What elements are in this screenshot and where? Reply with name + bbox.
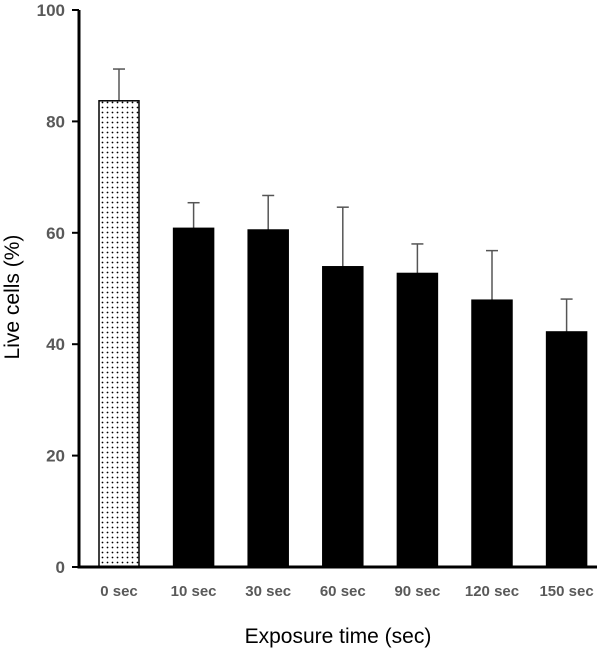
bar-0-sec [98,100,140,568]
y-tick-label: 20 [46,447,65,466]
x-axis-category-labels: 0 sec 10 sec 30 sec 60 sec 90 sec 120 sec 150 … [100,583,593,600]
bar-150-sec [545,331,588,568]
x-category-label: 30 sec [245,583,291,600]
y-tick-label: 0 [56,558,65,577]
bar-30-sec [247,229,289,568]
x-category-label: 60 sec [320,583,366,600]
y-tick-label: 100 [37,1,65,20]
x-category-label: 150 sec [539,583,593,600]
y-tick-label: 80 [46,112,65,131]
x-category-label: 0 sec [100,583,138,600]
bars [98,100,588,568]
x-axis-title: Exposure time (sec) [245,625,432,648]
x-category-label: 120 sec [465,583,519,600]
x-category-label: 10 sec [171,583,217,600]
bar-60-sec [322,266,364,568]
y-tick-label: 60 [46,224,65,243]
y-tick-label: 40 [46,335,65,354]
bar-120-sec [471,299,513,568]
y-axis-title: Live cells (%) [1,235,24,360]
y-axis-ticks: 0 20 40 60 80 100 [37,1,79,577]
bar-90-sec [396,272,439,568]
x-category-label: 90 sec [394,583,440,600]
bar-10-sec [172,227,215,568]
error-bars [113,68,573,332]
